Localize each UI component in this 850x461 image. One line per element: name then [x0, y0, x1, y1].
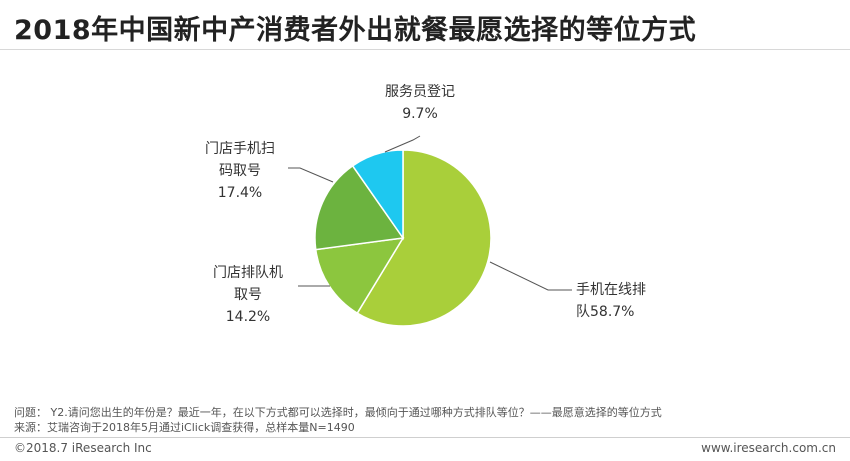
- slice-label-line: 14.2%: [226, 309, 270, 325]
- slice-label-line: 9.7%: [402, 106, 438, 122]
- slice-label-line: 服务员登记: [385, 84, 455, 100]
- leader-line-4: [384, 135, 421, 153]
- chart-title: 2018年中国新中产消费者外出就餐最愿选择的等位方式: [14, 15, 697, 46]
- leader-line-3: [288, 167, 334, 183]
- data-source: 来源：艾瑞咨询于2018年5月通过iClick调查获得，总样本量N=1490: [14, 421, 355, 434]
- slice-label-1: 手机在线排队58.7%: [576, 282, 646, 320]
- slice-label-2: 门店排队机取号 14.2%: [213, 265, 283, 325]
- slice-label-3: 门店手机扫码取号 17.4%: [205, 141, 275, 201]
- title-divider: [0, 49, 850, 50]
- website-link[interactable]: www.iresearch.com.cn: [701, 441, 836, 455]
- slice-label-line: 17.4%: [218, 185, 262, 201]
- slice-label-line: 门店排队机: [213, 265, 283, 281]
- slice-label-line: 码取号: [219, 163, 261, 179]
- slice-label-line: 门店手机扫: [205, 141, 275, 157]
- leader-line-1: [489, 261, 572, 291]
- copyright: ©2018.7 iResearch Inc: [14, 441, 152, 455]
- pie-slice-3: [314, 164, 405, 251]
- survey-question: 问题： Y2.请问您出生的年份是？最近一年，在以下方式都可以选择时，最倾向于通过…: [14, 406, 662, 419]
- pie-chart: 手机在线排队58.7% 门店排队机取号 14.2% 门店手机扫码取号 17.4% 服务员登…: [205, 84, 646, 327]
- slice-label-line: 手机在线排: [576, 282, 646, 298]
- slice-label-line: 队58.7%: [576, 304, 634, 320]
- slice-label-line: 取号: [234, 287, 262, 303]
- footer-divider: [0, 437, 850, 438]
- slice-label-4: 服务员登记 9.7%: [385, 84, 455, 122]
- pie-slice-1: [356, 149, 492, 327]
- pie-slice-4: [351, 149, 404, 241]
